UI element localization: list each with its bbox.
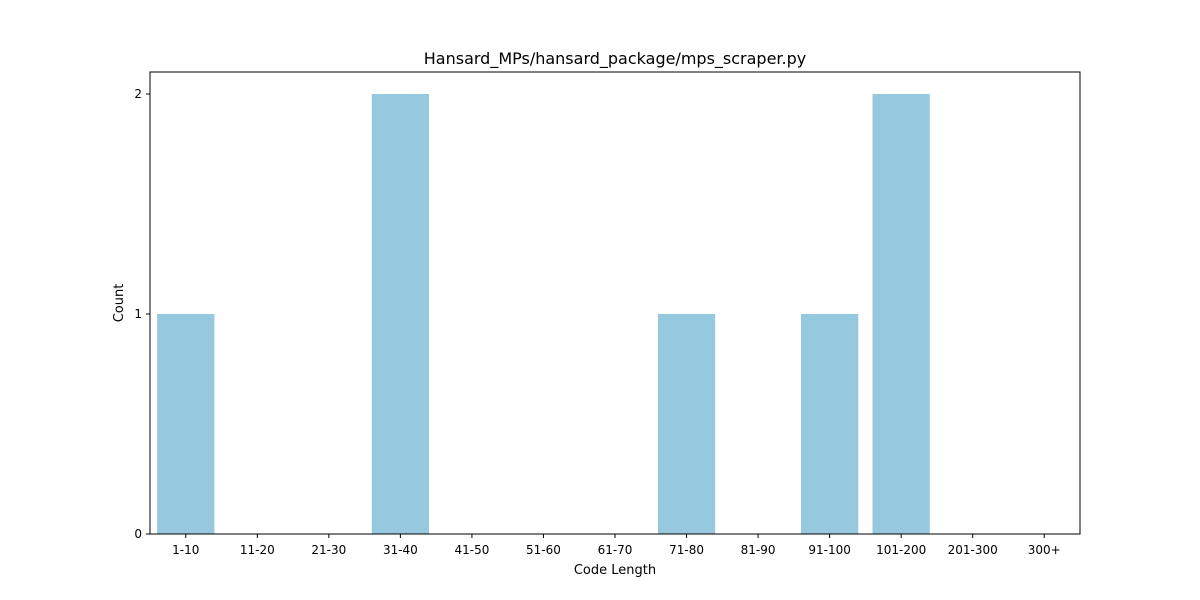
bar-1-10 bbox=[157, 314, 215, 534]
x-tick-label: 101-200 bbox=[876, 543, 926, 557]
y-tick-label: 0 bbox=[134, 527, 142, 541]
bar-31-40 bbox=[371, 94, 429, 534]
x-axis-ticks: 1-10 11-20 21-30 31-40 41-50 51-60 61-70 71-80 8… bbox=[172, 534, 1061, 557]
x-tick-label: 11-20 bbox=[240, 543, 275, 557]
x-tick-label: 300+ bbox=[1028, 543, 1061, 557]
bar-71-80 bbox=[657, 314, 716, 534]
x-tick-label: 51-60 bbox=[526, 543, 561, 557]
x-tick-label: 91-100 bbox=[808, 543, 851, 557]
plot-frame bbox=[149, 71, 1081, 535]
y-axis-label: Count bbox=[112, 284, 127, 323]
bars-group bbox=[157, 94, 930, 534]
x-tick-label: 61-70 bbox=[598, 543, 633, 557]
y-tick-label: 1 bbox=[134, 307, 142, 321]
x-tick-label: 201-300 bbox=[948, 543, 998, 557]
chart-title: Hansard_MPs/hansard_package/mps_scraper.… bbox=[424, 49, 807, 69]
bar-101-200 bbox=[872, 94, 930, 534]
y-tick-label: 2 bbox=[134, 87, 142, 101]
x-tick-label: 71-80 bbox=[669, 543, 704, 557]
x-tick-label: 1-10 bbox=[172, 543, 199, 557]
y-axis-ticks: 0 1 2 bbox=[134, 87, 150, 541]
x-tick-label: 31-40 bbox=[383, 543, 418, 557]
x-tick-label: 41-50 bbox=[454, 543, 489, 557]
x-tick-label: 81-90 bbox=[741, 543, 776, 557]
x-axis-label: Code Length bbox=[574, 563, 656, 578]
bar-91-100 bbox=[801, 314, 859, 534]
x-tick-label: 21-30 bbox=[311, 543, 346, 557]
